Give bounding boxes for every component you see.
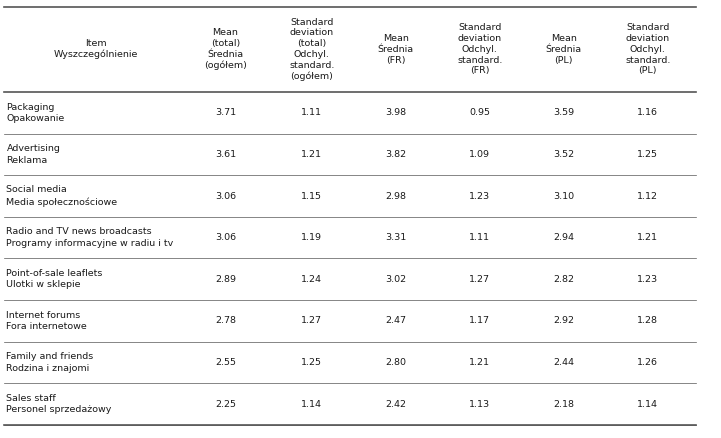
Text: Item
Wyszczególnienie: Item Wyszczególnienie: [53, 39, 138, 60]
Text: 3.31: 3.31: [385, 233, 407, 242]
Text: 3.71: 3.71: [215, 108, 236, 117]
Text: 1.19: 1.19: [301, 233, 322, 242]
Text: 3.98: 3.98: [385, 108, 407, 117]
Text: 1.21: 1.21: [301, 150, 322, 159]
Text: 2.78: 2.78: [215, 316, 236, 325]
Text: 2.82: 2.82: [553, 275, 575, 284]
Text: 1.24: 1.24: [301, 275, 322, 284]
Text: 2.92: 2.92: [553, 316, 575, 325]
Text: 1.23: 1.23: [469, 191, 490, 201]
Text: 1.14: 1.14: [301, 399, 322, 409]
Text: 1.23: 1.23: [637, 275, 658, 284]
Text: 2.47: 2.47: [385, 316, 407, 325]
Text: Social media
Media społecznościowe: Social media Media społecznościowe: [6, 185, 118, 207]
Text: 2.80: 2.80: [385, 358, 407, 367]
Text: Point-of-sale leaflets
Ulotki w sklepie: Point-of-sale leaflets Ulotki w sklepie: [6, 269, 103, 290]
Text: 1.11: 1.11: [469, 233, 490, 242]
Text: Packaging
Opakowanie: Packaging Opakowanie: [6, 102, 65, 123]
Text: 2.98: 2.98: [385, 191, 407, 201]
Text: 0.95: 0.95: [469, 108, 490, 117]
Text: 1.25: 1.25: [637, 150, 658, 159]
Text: 3.59: 3.59: [553, 108, 575, 117]
Text: 1.26: 1.26: [637, 358, 658, 367]
Text: 1.27: 1.27: [301, 316, 322, 325]
Text: Internet forums
Fora internetowe: Internet forums Fora internetowe: [6, 311, 87, 331]
Text: 3.06: 3.06: [215, 191, 236, 201]
Text: 1.16: 1.16: [637, 108, 658, 117]
Text: 3.02: 3.02: [385, 275, 407, 284]
Text: 2.25: 2.25: [215, 399, 236, 409]
Text: 3.82: 3.82: [385, 150, 407, 159]
Text: 2.94: 2.94: [553, 233, 575, 242]
Text: Standard
deviation
Odchyl.
standard.
(PL): Standard deviation Odchyl. standard. (PL…: [625, 23, 671, 75]
Text: Advertising
Reklama: Advertising Reklama: [6, 144, 61, 165]
Text: 3.61: 3.61: [215, 150, 236, 159]
Text: 1.25: 1.25: [301, 358, 322, 367]
Text: Mean
Średnia
(PL): Mean Średnia (PL): [546, 34, 582, 64]
Text: Radio and TV news broadcasts
Programy informacyjne w radiu i tv: Radio and TV news broadcasts Programy in…: [6, 227, 174, 248]
Text: 1.28: 1.28: [637, 316, 658, 325]
Text: 1.15: 1.15: [301, 191, 322, 201]
Text: Family and friends
Rodzina i znajomi: Family and friends Rodzina i znajomi: [6, 352, 94, 373]
Text: 3.10: 3.10: [553, 191, 575, 201]
Text: Standard
deviation
Odchyl.
standard.
(FR): Standard deviation Odchyl. standard. (FR…: [457, 23, 503, 75]
Text: 2.42: 2.42: [385, 399, 407, 409]
Text: 2.55: 2.55: [215, 358, 236, 367]
Text: 1.13: 1.13: [469, 399, 490, 409]
Text: 1.17: 1.17: [469, 316, 490, 325]
Text: 1.21: 1.21: [469, 358, 490, 367]
Text: Sales staff
Personel sprzedażowy: Sales staff Personel sprzedażowy: [6, 394, 112, 414]
Text: 2.18: 2.18: [553, 399, 575, 409]
Text: 2.44: 2.44: [553, 358, 575, 367]
Text: 1.27: 1.27: [469, 275, 490, 284]
Text: 1.09: 1.09: [469, 150, 490, 159]
Text: Mean
Średnia
(FR): Mean Średnia (FR): [378, 34, 414, 64]
Text: 1.11: 1.11: [301, 108, 322, 117]
Text: 1.12: 1.12: [637, 191, 658, 201]
Text: Mean
(total)
Średnia
(ogółem): Mean (total) Średnia (ogółem): [204, 28, 247, 70]
Text: 3.06: 3.06: [215, 233, 236, 242]
Text: 1.21: 1.21: [637, 233, 658, 242]
Text: 3.52: 3.52: [553, 150, 575, 159]
Text: 1.14: 1.14: [637, 399, 658, 409]
Text: Standard
deviation
(total)
Odchyl.
standard.
(ogółem): Standard deviation (total) Odchyl. stand…: [289, 18, 335, 81]
Text: 2.89: 2.89: [215, 275, 236, 284]
